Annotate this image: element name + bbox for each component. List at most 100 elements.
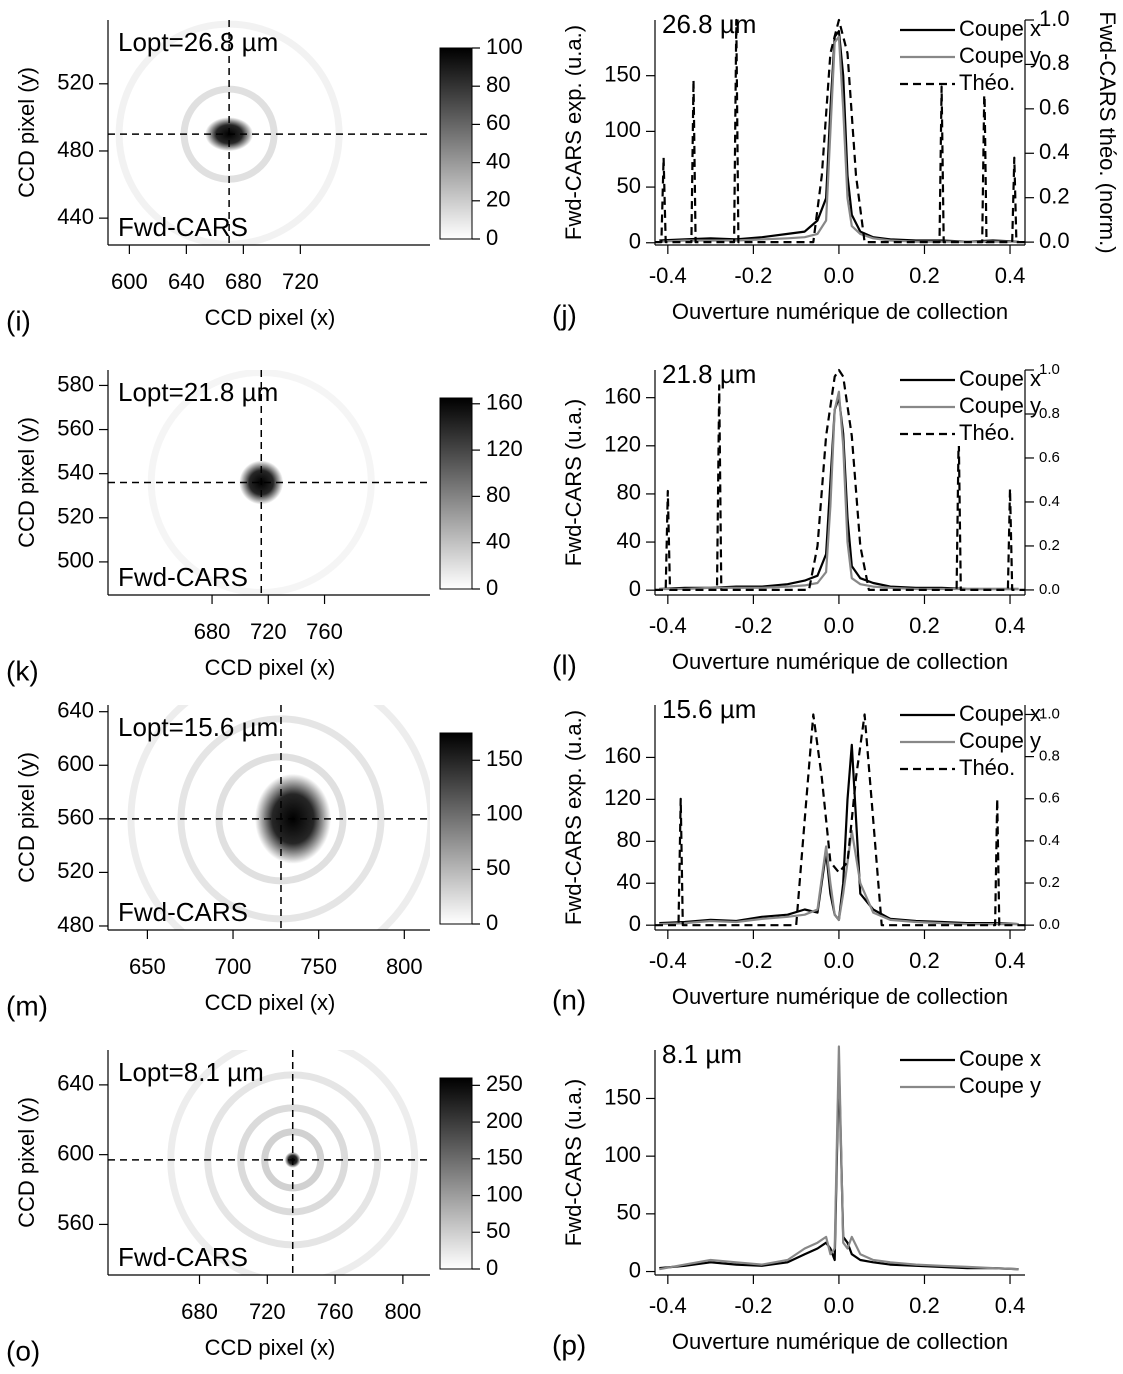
legend-bg xyxy=(957,368,1019,392)
image-label: Fwd-CARS xyxy=(118,562,248,592)
colorbar-tick-label: 0 xyxy=(486,910,498,935)
y-axis-label: Fwd-CARS (u.a.) xyxy=(561,1079,586,1246)
x-tick-label: 650 xyxy=(129,954,166,979)
legend-label: Théo. xyxy=(959,70,1015,95)
x-tick-label: 760 xyxy=(317,1299,354,1324)
x-tick-label: -0.2 xyxy=(734,948,772,973)
image xyxy=(108,705,430,930)
y-tick-label: 40 xyxy=(617,869,641,894)
legend-label: Coupe y xyxy=(959,1073,1041,1098)
y2-tick-label: 0.6 xyxy=(1039,449,1060,466)
y2-tick-label: 0.2 xyxy=(1039,537,1060,554)
series-line xyxy=(655,713,1025,927)
x-tick-label: 0.4 xyxy=(995,613,1026,638)
y-tick-label: 640 xyxy=(57,698,94,723)
y-tick-label: 100 xyxy=(604,1142,641,1167)
x-tick-label: 680 xyxy=(225,269,262,294)
x-tick-label: 0.4 xyxy=(995,948,1026,973)
colorbar-tick-label: 40 xyxy=(486,529,510,554)
x-axis-label: CCD pixel (x) xyxy=(205,305,336,330)
panel-label: (j) xyxy=(552,299,577,330)
y-tick-label: 150 xyxy=(604,1084,641,1109)
chart-title: 21.8 µm xyxy=(662,359,756,389)
x-tick-label: 0.2 xyxy=(909,1293,940,1318)
x-tick-label: -0.2 xyxy=(734,613,772,638)
chart-title: 26.8 µm xyxy=(662,9,756,39)
x-tick-label: 0.2 xyxy=(909,613,940,638)
legend-bg xyxy=(957,18,1019,42)
series-line xyxy=(655,18,1025,244)
y2-tick-label: 0.0 xyxy=(1039,581,1060,598)
panel-label: (k) xyxy=(6,655,39,686)
annotation: Lopt=21.8 µm xyxy=(118,377,278,407)
x-tick-label: 680 xyxy=(181,1299,218,1324)
colorbar-tick-label: 50 xyxy=(486,855,510,880)
x-tick-label: 0.2 xyxy=(909,263,940,288)
x-axis-label: CCD pixel (x) xyxy=(205,990,336,1015)
colorbar-tick-label: 60 xyxy=(486,110,510,135)
y-axis-label: CCD pixel (y) xyxy=(14,1097,39,1228)
legend-bg xyxy=(957,757,1019,781)
colorbar-tick-label: 160 xyxy=(486,390,523,415)
y2-tick-label: 0.6 xyxy=(1039,790,1060,807)
legend-label: Théo. xyxy=(959,755,1015,780)
y-tick-label: 560 xyxy=(57,415,94,440)
legend-bg xyxy=(957,72,1019,96)
y-tick-label: 0 xyxy=(629,576,641,601)
y-tick-label: 640 xyxy=(57,1071,94,1096)
y2-tick-label: 0.2 xyxy=(1039,184,1070,209)
colorbar xyxy=(439,1077,473,1270)
y-tick-label: 520 xyxy=(57,858,94,883)
chart-title: 15.6 µm xyxy=(662,694,756,724)
legend-bg xyxy=(957,730,1019,754)
y-axis-label: Fwd-CARS exp. (u.a.) xyxy=(561,710,586,925)
y-tick-label: 160 xyxy=(604,383,641,408)
y-tick-label: 80 xyxy=(617,827,641,852)
y-tick-label: 50 xyxy=(617,1200,641,1225)
x-tick-label: 750 xyxy=(300,954,337,979)
x-tick-label: 0.0 xyxy=(824,263,855,288)
y-axis-label: Fwd-CARS exp. (u.a.) xyxy=(561,25,586,240)
image-label: Fwd-CARS xyxy=(118,1242,248,1272)
panel-label: (m) xyxy=(6,990,48,1021)
x-tick-label: 0.2 xyxy=(909,948,940,973)
x-axis-label: Ouverture numérique de collection xyxy=(672,299,1008,324)
image-bg xyxy=(108,1050,430,1275)
x-tick-label: 0.4 xyxy=(995,1293,1026,1318)
x-tick-label: 720 xyxy=(249,1299,286,1324)
y-axis-label: CCD pixel (y) xyxy=(14,67,39,198)
legend-bg xyxy=(957,395,1019,419)
x-axis-label: CCD pixel (x) xyxy=(205,1335,336,1360)
panel-label: (o) xyxy=(6,1335,40,1366)
x-tick-label: 720 xyxy=(250,619,287,644)
chart-title: 8.1 µm xyxy=(662,1039,742,1069)
image-bg xyxy=(108,20,430,245)
y-tick-label: 480 xyxy=(57,137,94,162)
annotation: Lopt=8.1 µm xyxy=(118,1057,264,1087)
y-tick-label: 480 xyxy=(57,912,94,937)
y-axis-label: Fwd-CARS (u.a.) xyxy=(561,399,586,566)
series-line xyxy=(659,30,1019,243)
y-tick-label: 50 xyxy=(617,173,641,198)
y-tick-label: 600 xyxy=(57,751,94,776)
x-tick-label: -0.4 xyxy=(649,613,687,638)
x-tick-label: 0.0 xyxy=(824,1293,855,1318)
legend-label: Coupe x xyxy=(959,1046,1041,1071)
colorbar-tick-label: 120 xyxy=(486,436,523,461)
x-tick-label: 700 xyxy=(215,954,252,979)
y-tick-label: 0 xyxy=(629,911,641,936)
x-tick-label: 800 xyxy=(386,954,423,979)
y-tick-label: 80 xyxy=(617,480,641,505)
y-tick-label: 0 xyxy=(629,1257,641,1282)
legend-label: Coupe x xyxy=(959,366,1041,391)
colorbar-tick-label: 100 xyxy=(486,801,523,826)
y2-tick-label: 0.4 xyxy=(1039,139,1070,164)
colorbar-tick-label: 0 xyxy=(486,1255,498,1280)
colorbar-tick-label: 20 xyxy=(486,187,510,212)
y2-tick-label: 0.0 xyxy=(1039,228,1070,253)
colorbar-tick-label: 50 xyxy=(486,1218,510,1243)
y-tick-label: 0 xyxy=(629,229,641,254)
x-tick-label: 680 xyxy=(194,619,231,644)
panel-label: (l) xyxy=(552,649,577,680)
